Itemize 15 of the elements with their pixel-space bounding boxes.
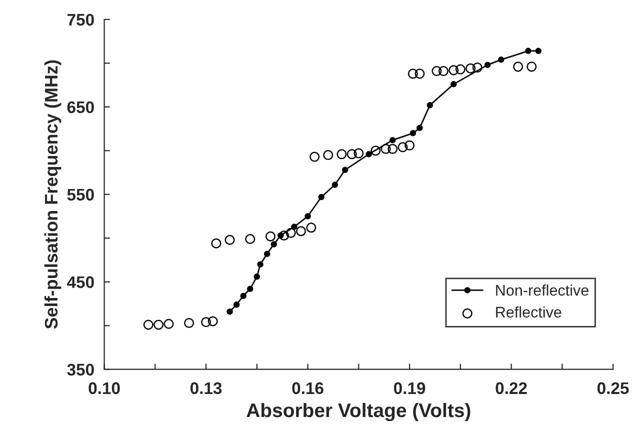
x-tick-label: 0.10 (88, 382, 120, 394)
y-tick-label: 550 (67, 188, 94, 201)
x-tick-label: 0.22 (496, 382, 527, 394)
x-tick-label: 0.16 (292, 382, 324, 394)
y-tick-label: 650 (67, 101, 94, 114)
y-tick-label: 350 (67, 364, 94, 376)
x-tick-label: 0.13 (190, 382, 222, 394)
y-tick-label: 750 (67, 14, 94, 26)
x-tick-label: 0.25 (597, 382, 629, 394)
y-tick-label: 450 (67, 276, 94, 288)
x-tick-label: 0.19 (394, 382, 426, 394)
legend-label: Reflective (496, 306, 562, 318)
y-axis-title: Self-pulsation Frequency (MHz) (44, 60, 62, 329)
legend-label: Non-reflective (496, 284, 588, 296)
x-axis-title: Absorber Voltage (Volts) (246, 402, 470, 422)
